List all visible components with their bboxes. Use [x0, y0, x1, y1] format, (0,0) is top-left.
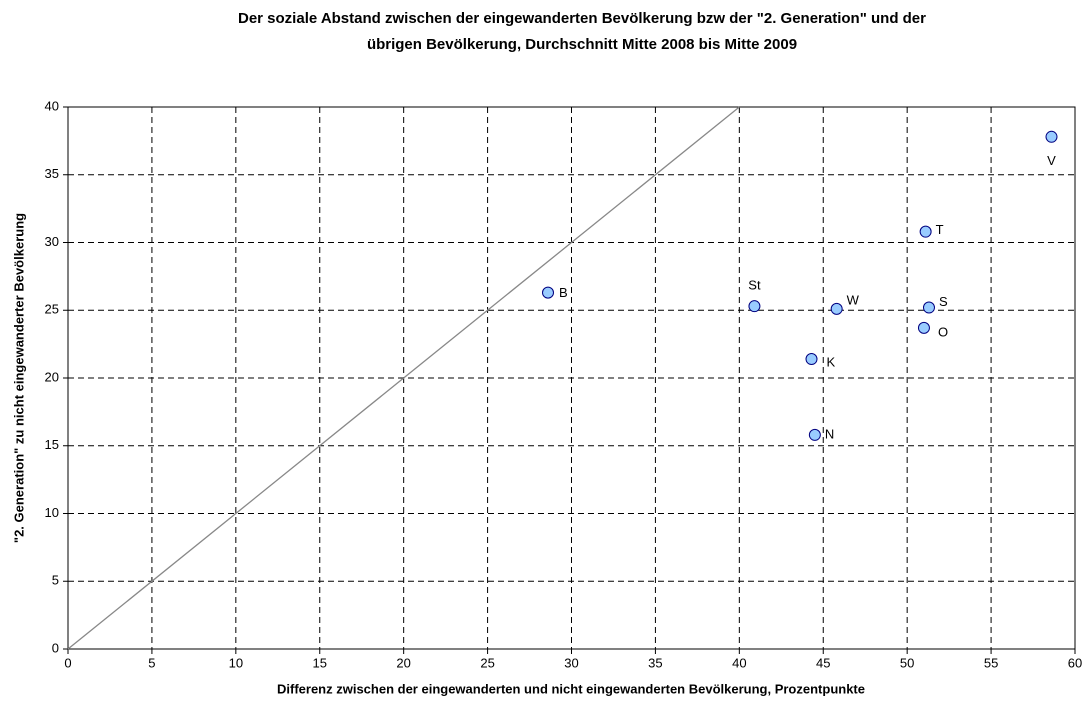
- x-tick-label: 10: [229, 655, 243, 670]
- x-tick-label: 30: [564, 655, 578, 670]
- plot-frame: [67, 106, 1076, 650]
- point: [748, 300, 761, 313]
- point-label: N: [825, 426, 834, 441]
- chart-title: Der soziale Abstand zwischen der eingewa…: [238, 10, 926, 27]
- x-tick-label: 45: [816, 655, 830, 670]
- y-tick-label: 40: [45, 98, 59, 113]
- y-tick-label: 25: [45, 302, 59, 317]
- x-tick-label: 0: [64, 655, 71, 670]
- y-tick-label: 35: [45, 166, 59, 181]
- point-label: T: [936, 222, 944, 237]
- x-tick-label: 40: [732, 655, 746, 670]
- x-tick-label: 5: [148, 655, 155, 670]
- x-tick-label: 20: [396, 655, 410, 670]
- x-axis-label: Differenz zwischen der eingewanderten un…: [277, 681, 865, 696]
- point: [917, 321, 930, 334]
- point-label: St: [748, 278, 761, 293]
- point: [808, 428, 821, 441]
- chart-title: übrigen Bevölkerung, Durchschnitt Mitte …: [367, 36, 797, 53]
- y-axis-label: "2. Generation" zu nicht eingewanderter …: [11, 213, 26, 543]
- point: [1045, 130, 1058, 143]
- x-tick-label: 60: [1068, 655, 1082, 670]
- reference-line: [67, 106, 740, 650]
- point: [805, 353, 818, 366]
- x-tick-label: 55: [984, 655, 998, 670]
- y-tick-label: 0: [52, 640, 59, 655]
- point-label: K: [827, 354, 836, 369]
- point-label: B: [559, 285, 568, 300]
- point-label: V: [1047, 153, 1056, 168]
- y-tick-label: 20: [45, 369, 59, 384]
- point: [919, 225, 932, 238]
- point-label: S: [939, 294, 948, 309]
- point-label: O: [938, 324, 948, 339]
- point: [830, 302, 843, 315]
- x-tick-label: 35: [648, 655, 662, 670]
- x-tick-label: 50: [900, 655, 914, 670]
- x-tick-label: 15: [313, 655, 327, 670]
- y-tick-label: 15: [45, 437, 59, 452]
- y-tick-label: 5: [52, 573, 59, 588]
- y-tick-label: 30: [45, 234, 59, 249]
- point: [542, 286, 555, 299]
- x-tick-label: 25: [480, 655, 494, 670]
- point-label: W: [847, 292, 860, 307]
- point: [922, 301, 935, 314]
- y-tick-label: 10: [45, 505, 59, 520]
